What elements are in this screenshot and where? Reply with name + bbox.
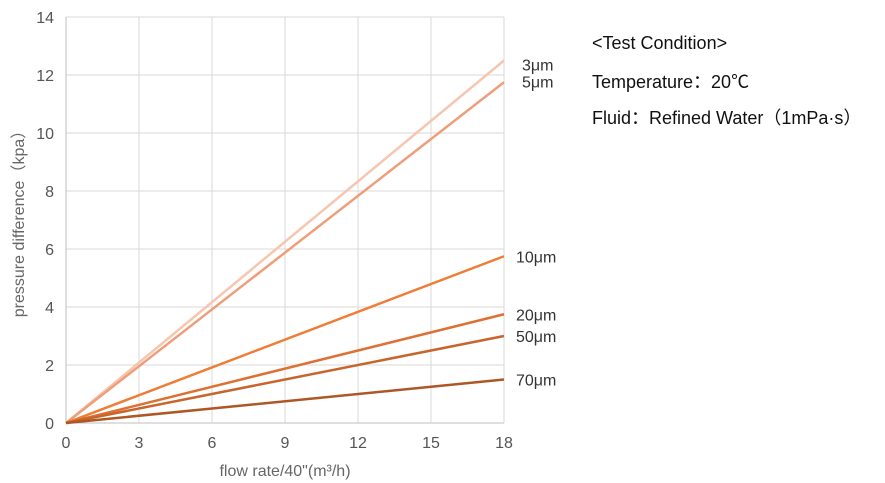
x-axis-label: flow rate/40"(m³/h) [219,463,350,480]
series-line-10μm [65,255,505,425]
x-tick-label: 0 [62,435,71,452]
x-tick-label: 12 [349,435,367,452]
series-line-70μm [65,378,505,425]
series-label: 20μm [516,307,556,324]
y-tick-label: 14 [36,10,54,27]
series-label: 3μm [522,58,553,75]
x-tick-label: 3 [135,435,144,452]
test-condition-title: <Test Condition> [592,33,728,53]
series-line-20μm [65,313,505,425]
y-tick-label: 10 [36,126,54,143]
series-line-50μm [65,334,505,425]
x-tick-label: 15 [422,435,440,452]
y-tick-label: 4 [45,300,54,317]
series-label: 10μm [516,249,556,266]
y-axis-label: pressure difference（kpa） [10,123,28,317]
series-line-3μm [65,59,505,424]
series-label: 50μm [516,329,556,346]
y-tick-label: 6 [45,242,54,259]
y-tick-label: 2 [45,358,54,375]
x-tick-label: 6 [208,435,217,452]
series-label: 70μm [516,373,556,390]
x-tick-label: 18 [495,435,513,452]
test-condition-fluid: Fluid：Refined Water（1mPa·s） [592,108,862,128]
series-label: 5μm [522,74,553,91]
x-tick-label: 9 [281,435,290,452]
y-tick-label: 0 [45,416,54,433]
series-line-5μm [65,81,505,424]
y-tick-label: 12 [36,68,54,85]
test-condition-temperature: Temperature：20℃ [592,72,750,92]
y-tick-label: 8 [45,184,54,201]
